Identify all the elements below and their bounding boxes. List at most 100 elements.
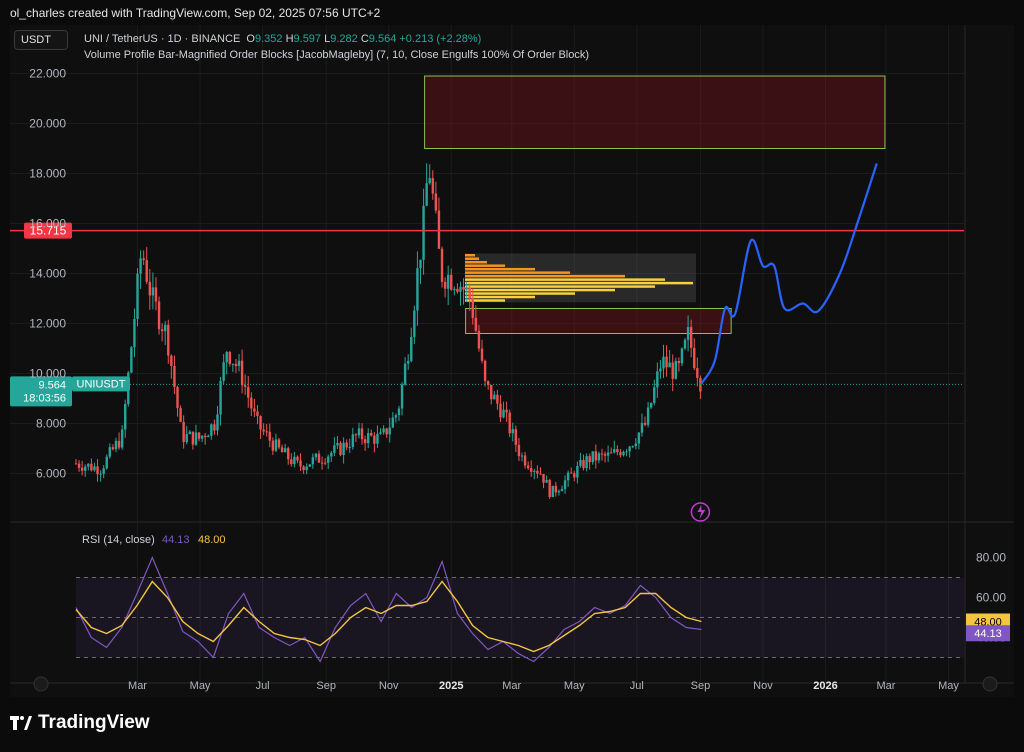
candle-body: [480, 348, 484, 361]
candle-body: [588, 456, 591, 463]
candle-body: [99, 473, 102, 475]
time-tick-label: Jul: [256, 680, 270, 692]
candle-body: [551, 485, 554, 498]
candle-body: [133, 318, 136, 348]
candle-body: [173, 365, 176, 387]
candle-body: [662, 356, 665, 369]
candle-body: [440, 248, 444, 282]
candle-body: [237, 360, 241, 366]
candle-body: [677, 360, 681, 364]
candle-body: [474, 317, 478, 331]
candle-body: [499, 403, 502, 418]
currency-label: USDT: [21, 34, 51, 46]
candle-body: [502, 409, 505, 418]
projection-line[interactable]: [690, 163, 878, 522]
candle-body: [77, 463, 81, 468]
candle-body: [443, 281, 447, 289]
candle-body: [87, 463, 90, 467]
volume-profile-bar: [465, 274, 625, 278]
chart-area[interactable]: 15.715 9.564 18:03:56 UNIUSDT 22.000 20.000 1…: [10, 25, 1014, 697]
time-axis[interactable]: Mar May Jul Sep Nov 2025 Mar May Jul Sep Nov 2026 Ma…: [33, 676, 998, 692]
high-label: H: [285, 33, 294, 45]
candle-body: [102, 468, 105, 474]
rsi-title: RSI (14, close): [82, 534, 155, 546]
candle-body: [610, 452, 613, 454]
low-value: 9.282: [330, 33, 358, 45]
time-tick-label: Jul: [630, 680, 644, 692]
candle-body: [280, 447, 284, 453]
candle-body: [290, 459, 293, 465]
candle-body: [323, 462, 327, 464]
candle-body: [671, 362, 674, 379]
candle-body: [142, 258, 145, 261]
candle-body: [197, 432, 201, 439]
current-price-value: 9.564: [38, 379, 66, 391]
candle-body: [194, 432, 198, 445]
candle-body: [631, 446, 634, 448]
currency-selector[interactable]: USDT: [14, 30, 68, 50]
countdown-value: 18:03:56: [23, 392, 66, 404]
rsi-value: 44.13: [162, 534, 190, 546]
candle-body: [557, 491, 561, 493]
candle-body: [96, 466, 99, 475]
candle-body: [659, 368, 662, 372]
candles: [74, 163, 702, 499]
candle-body: [311, 457, 315, 465]
candle-body: [585, 456, 588, 469]
candle-body: [200, 435, 204, 439]
candle-body: [182, 421, 185, 443]
candle-body: [453, 288, 456, 290]
candle-body: [388, 427, 391, 435]
price-tick-label: 22.000: [29, 67, 66, 81]
candle-body: [167, 324, 170, 356]
candle-body: [345, 442, 348, 448]
candle-body: [622, 451, 625, 456]
volume-profile-bar: [465, 285, 655, 288]
candle-body: [151, 287, 155, 296]
candle-body: [114, 440, 118, 450]
candle-body: [434, 193, 438, 211]
candle-body: [385, 428, 388, 435]
candle-body: [234, 363, 238, 366]
price-axis[interactable]: 22.000 20.000 18.000 16.000 14.000 12.000 10.0…: [29, 67, 1006, 645]
projection-path: [700, 163, 878, 385]
candle-body: [136, 273, 139, 319]
candle-body: [653, 387, 656, 404]
candle-body: [483, 360, 487, 382]
candle-body: [339, 442, 342, 456]
candle-body: [231, 363, 235, 365]
candle-body: [419, 259, 422, 269]
candle-body: [379, 432, 382, 434]
candle-body: [130, 347, 133, 373]
rsi-ma-line: [75, 580, 702, 653]
volume-profile-bar: [465, 264, 505, 267]
candle-body: [160, 329, 164, 332]
candle-body: [656, 371, 659, 388]
candle-body: [265, 431, 268, 433]
candle-body: [216, 414, 219, 431]
candle-body: [154, 287, 158, 302]
time-tick-label: 2026: [813, 680, 837, 692]
current-price-tag: [10, 376, 72, 407]
time-tick-label: May: [564, 680, 585, 692]
volume-profile-bar: [465, 281, 693, 285]
candle-body: [628, 446, 631, 452]
grid-layer: [10, 25, 1014, 684]
candle-body: [330, 452, 333, 457]
candle-body: [496, 394, 499, 404]
candle-body: [505, 409, 508, 413]
candle-body: [120, 429, 124, 448]
candle-body: [351, 434, 355, 448]
rsi-line: [75, 555, 702, 663]
candle-body: [689, 327, 693, 348]
candle-body: [157, 301, 161, 330]
auto-scale-circle-icon: [982, 676, 998, 692]
price-tick-label: 6.000: [36, 467, 66, 481]
rsi-value-tag: [966, 625, 1010, 642]
candle-body: [90, 463, 93, 471]
candle-body: [406, 360, 410, 364]
candle-body: [526, 465, 530, 469]
time-tick-label: Mar: [877, 680, 896, 692]
